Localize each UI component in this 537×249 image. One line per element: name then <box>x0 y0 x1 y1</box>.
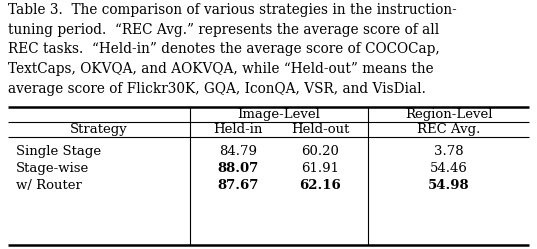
Text: Table 3.  The comparison of various strategies in the instruction-
tuning period: Table 3. The comparison of various strat… <box>8 3 457 96</box>
Text: Strategy: Strategy <box>70 123 128 136</box>
Text: 61.91: 61.91 <box>301 162 339 175</box>
Text: 62.16: 62.16 <box>299 179 341 191</box>
Text: 84.79: 84.79 <box>219 144 257 158</box>
Text: 54.46: 54.46 <box>430 162 467 175</box>
Text: Held-in: Held-in <box>213 123 263 136</box>
Text: w/ Router: w/ Router <box>16 179 82 191</box>
Text: Stage-wise: Stage-wise <box>16 162 89 175</box>
Text: Image-Level: Image-Level <box>237 108 321 121</box>
Text: REC Avg.: REC Avg. <box>417 123 480 136</box>
Text: Region-Level: Region-Level <box>405 108 492 121</box>
Text: Single Stage: Single Stage <box>16 144 101 158</box>
Text: 87.67: 87.67 <box>217 179 259 191</box>
Text: 60.20: 60.20 <box>301 144 339 158</box>
Text: 3.78: 3.78 <box>434 144 463 158</box>
Text: 54.98: 54.98 <box>427 179 469 191</box>
Text: 88.07: 88.07 <box>217 162 259 175</box>
Text: Held-out: Held-out <box>291 123 349 136</box>
